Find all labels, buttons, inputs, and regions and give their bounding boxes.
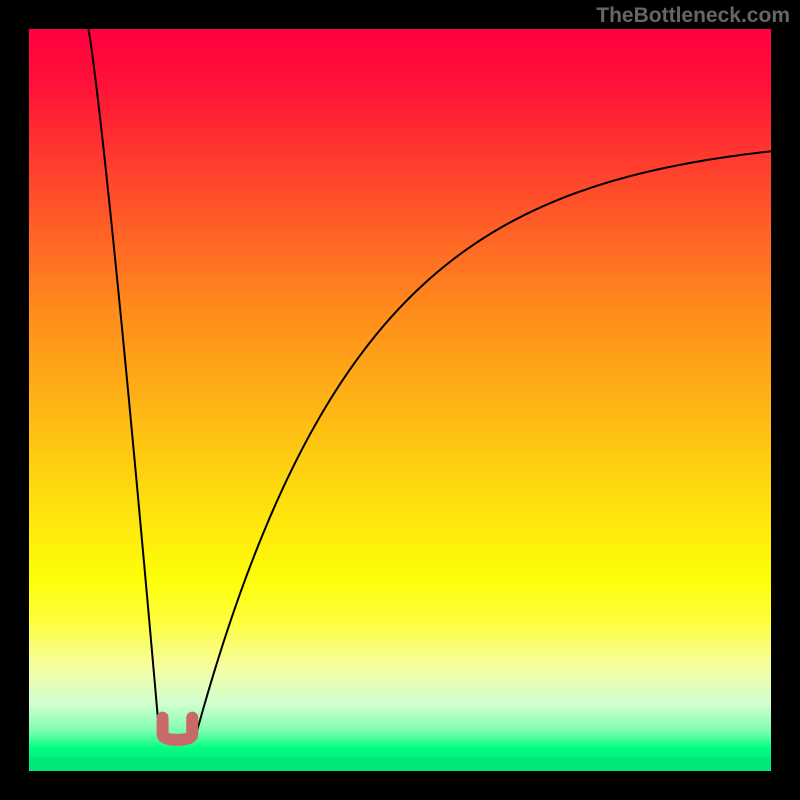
watermark-text: TheBottleneck.com [596, 4, 790, 28]
chart-container: TheBottleneck.com [0, 0, 800, 800]
gradient-background [29, 29, 771, 771]
